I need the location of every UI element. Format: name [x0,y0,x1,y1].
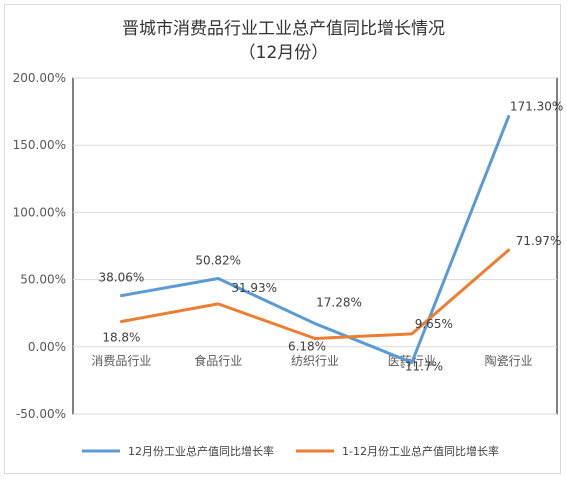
chart-frame [4,4,561,474]
x-category-label: 食品行业 [194,353,242,368]
data-label: 31.93% [231,281,277,295]
legend-label: 1-12月份工业总产值同比增长率 [342,444,499,458]
x-category-label: 纺织行业 [291,354,339,368]
data-label: 38.06% [99,271,145,285]
data-label: 18.8% [102,331,140,345]
y-tick-label: 100.00% [13,205,66,219]
data-label: -11.7% [401,360,443,374]
chart-subtitle: （12月份） [238,43,329,63]
y-tick-label: 200.00% [13,71,66,85]
data-label: 171.30% [510,100,563,114]
series-line-1 [119,115,511,365]
data-label: 71.97% [516,234,562,248]
legend-label: 12月份工业总产值同比增长率 [128,444,274,458]
series-lines [119,115,511,365]
x-category-label: 消费品行业 [91,354,151,368]
y-axis-ticks: 200.00% 150.00% 100.00% 50.00% 0.00% -50.00% [13,71,66,421]
data-labels: 38.06% 50.82% 17.28% -11.7% 171.30% 18.8% 31.9… [99,100,564,374]
y-tick-label: 0.00% [28,340,66,354]
y-tick-label: -50.00% [16,407,66,421]
data-label: 6.18% [288,339,326,353]
chart-title: 晋城市消费品行业工业总产值同比增长情况 [122,19,445,39]
y-tick-label: 50.00% [20,273,66,287]
x-axis-categories: 消费品行业 食品行业 纺织行业 医药行业 陶瓷行业 [91,353,532,368]
x-category-label: 陶瓷行业 [485,353,533,368]
data-label: 17.28% [316,296,362,310]
legend: 12月份工业总产值同比增长率 1-12月份工业总产值同比增长率 [82,444,499,458]
data-label: 50.82% [195,253,241,267]
data-label: 9.65% [415,317,453,331]
series-line-2 [119,248,511,340]
y-tick-label: 150.00% [13,138,66,152]
